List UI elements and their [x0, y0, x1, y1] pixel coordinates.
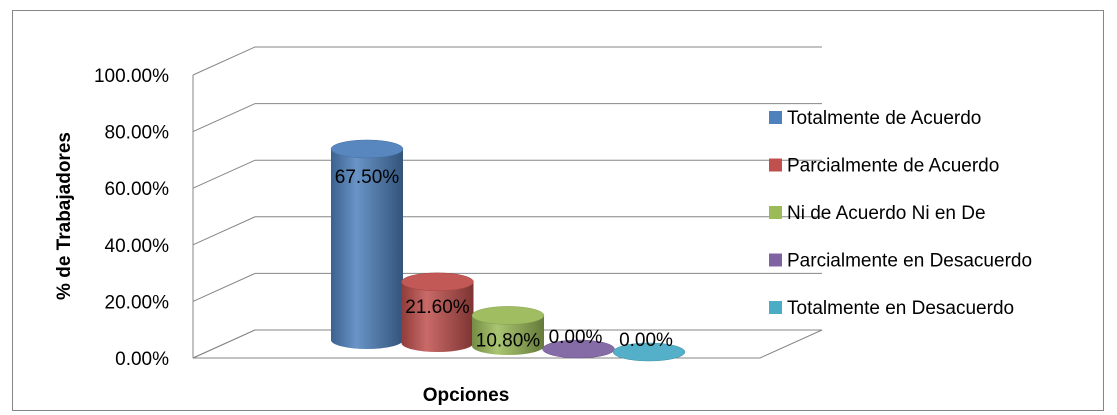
- bar-top: [612, 342, 686, 362]
- y-axis-title: % de Trabajadores: [54, 132, 75, 300]
- data-labels: 67.50% 21.60% 10.80% 0.00% 0.00%: [335, 167, 673, 351]
- legend-item: Parcialmente de Acuerdo: [769, 156, 999, 177]
- y-tick-label: 100.00%: [94, 66, 169, 87]
- legend-label: Ni de Acuerdo Ni en De: [787, 203, 986, 224]
- gridline: [192, 329, 822, 359]
- bar-body: [401, 281, 474, 352]
- legend-label: Parcialmente de Acuerdo: [787, 156, 999, 177]
- bar-body: [472, 315, 544, 355]
- y-axis-ticks: 0.00% 20.00% 40.00% 60.00% 80.00% 100.00%: [94, 66, 169, 370]
- legend-swatch: [769, 206, 782, 219]
- y-tick-label: 20.00%: [105, 292, 170, 313]
- x-axis-title: Opciones: [423, 385, 510, 406]
- data-label: 0.00%: [549, 327, 603, 348]
- y-tick-label: 40.00%: [105, 236, 170, 257]
- bar-2: [401, 272, 474, 352]
- bar-top: [471, 306, 545, 325]
- gridline: [192, 159, 822, 189]
- legend-item: Ni de Acuerdo Ni en De: [769, 203, 986, 224]
- legend-item: Parcialmente en Desacuerdo: [769, 251, 1032, 272]
- data-label: 67.50%: [335, 167, 400, 188]
- legend-label: Totalmente en Desacuerdo: [787, 298, 1014, 319]
- data-label: 10.80%: [476, 330, 541, 351]
- gridline: [192, 103, 822, 133]
- legend-swatch: [769, 111, 782, 124]
- bar-body: [331, 148, 403, 349]
- bars: [330, 139, 686, 362]
- y-tick-label: 80.00%: [105, 123, 170, 144]
- legend-label: Parcialmente en Desacuerdo: [787, 251, 1032, 272]
- gridline: [192, 272, 822, 302]
- data-label: 0.00%: [619, 330, 673, 351]
- legend-swatch: [769, 158, 782, 172]
- bar-top: [401, 272, 474, 292]
- bar-top: [330, 139, 404, 159]
- gridline: [192, 216, 822, 246]
- bar-3: [471, 306, 545, 355]
- bar-top: [542, 339, 615, 359]
- legend-label: Totalmente de Acuerdo: [787, 108, 981, 129]
- bar-5: [612, 342, 686, 362]
- bar-1: [330, 139, 404, 349]
- data-label: 21.60%: [405, 297, 470, 318]
- legend-swatch: [769, 253, 782, 267]
- legend-item: Totalmente en Desacuerdo: [769, 298, 1014, 319]
- bar-4: [542, 339, 615, 359]
- legend: Totalmente de Acuerdo Parcialmente de Acu…: [769, 108, 1032, 319]
- legend-swatch: [769, 301, 782, 314]
- y-tick-label: 60.00%: [105, 179, 170, 200]
- gridline: [192, 46, 822, 76]
- legend-item: Totalmente de Acuerdo: [769, 108, 981, 129]
- gridlines: [192, 46, 822, 359]
- y-tick-label: 0.00%: [115, 349, 169, 370]
